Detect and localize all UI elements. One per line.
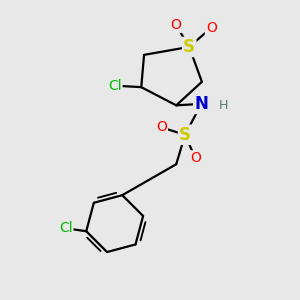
Text: Cl: Cl: [108, 79, 122, 93]
Text: O: O: [170, 18, 182, 32]
Text: S: S: [179, 126, 191, 144]
Text: H: H: [219, 99, 228, 112]
Text: N: N: [194, 95, 208, 113]
Text: Cl: Cl: [59, 221, 72, 235]
Text: O: O: [190, 151, 201, 165]
Text: O: O: [206, 21, 217, 35]
Text: S: S: [183, 38, 195, 56]
Text: O: O: [156, 120, 167, 134]
